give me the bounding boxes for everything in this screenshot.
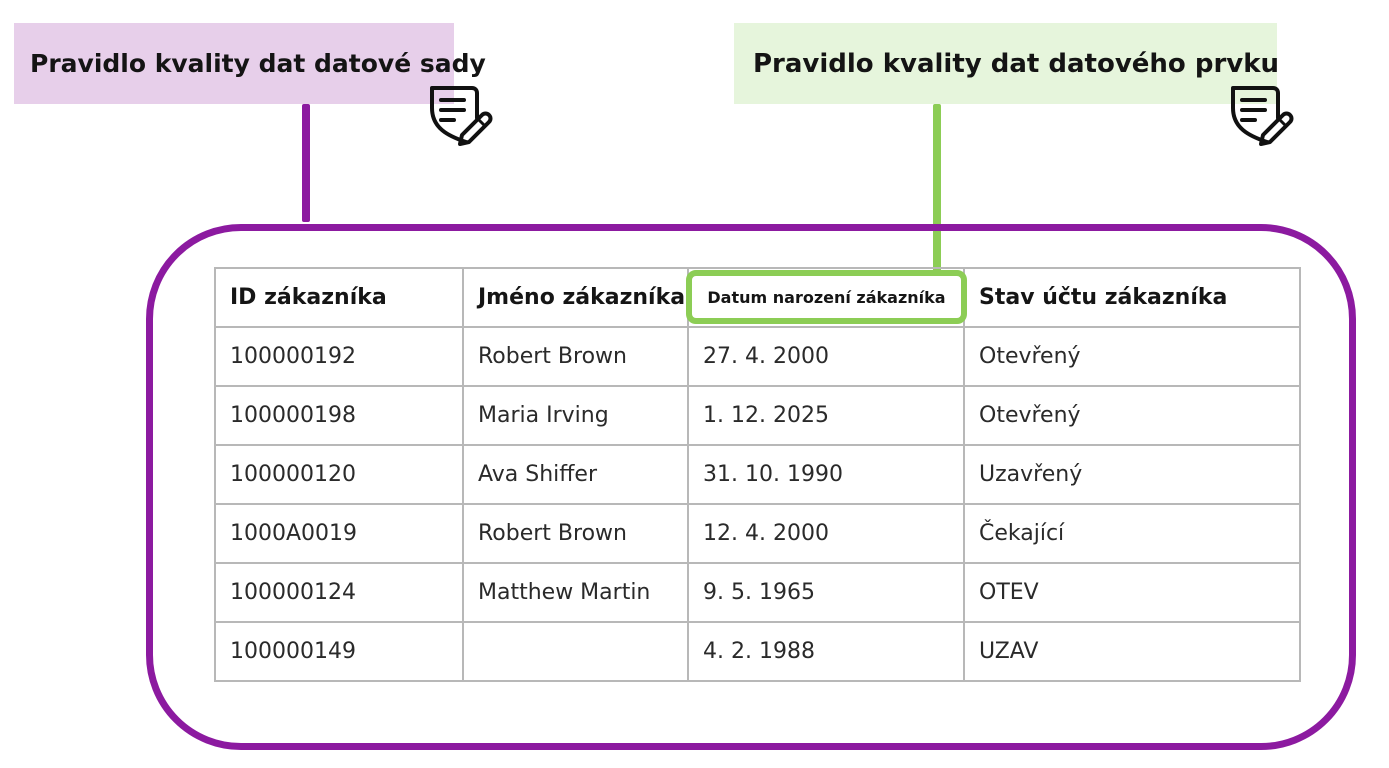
- cell-birth-date: 31. 10. 1990: [687, 444, 965, 505]
- cell-customer-id: 100000198: [214, 385, 464, 446]
- cell-birth-date: 9. 5. 1965: [687, 562, 965, 623]
- cell-customer-id: 1000A0019: [214, 503, 464, 564]
- cell-customer-id: 100000124: [214, 562, 464, 623]
- dataset-rule-connector: [302, 104, 310, 222]
- header-birth-date-text: Datum narození zákazníka: [707, 287, 946, 307]
- cell-customer-id: 100000120: [214, 444, 464, 505]
- cell-account-status: Čekající: [963, 503, 1301, 564]
- customer-table: ID zákazníka Jméno zákazníka Datum naroz…: [214, 267, 1301, 682]
- dataset-rule-label-text: Pravidlo kvality dat datové sady: [30, 49, 486, 78]
- table-row: 100000149 4. 2. 1988 UZAV: [214, 621, 1301, 682]
- cell-customer-name: [462, 621, 689, 682]
- header-customer-id: ID zákazníka: [214, 267, 464, 328]
- cell-birth-date: 4. 2. 1988: [687, 621, 965, 682]
- cell-customer-id: 100000192: [214, 326, 464, 387]
- cell-account-status: Otevřený: [963, 385, 1301, 446]
- document-edit-shield-icon: [1231, 86, 1294, 146]
- cell-customer-name: Robert Brown: [462, 503, 689, 564]
- table-header-row: ID zákazníka Jméno zákazníka Datum naroz…: [214, 267, 1301, 328]
- document-edit-shield-icon: [430, 86, 493, 146]
- table-row: 100000120 Ava Shiffer 31. 10. 1990 Uzavř…: [214, 444, 1301, 505]
- header-birth-date: Datum narození zákazníka: [686, 267, 967, 328]
- table-row: 100000124 Matthew Martin 9. 5. 1965 OTEV: [214, 562, 1301, 623]
- highlighted-data-element: Datum narození zákazníka: [686, 270, 967, 324]
- cell-account-status: Otevřený: [963, 326, 1301, 387]
- header-account-status: Stav účtu zákazníka: [963, 267, 1301, 328]
- cell-birth-date: 12. 4. 2000: [687, 503, 965, 564]
- table-row: 1000A0019 Robert Brown 12. 4. 2000 Čekaj…: [214, 503, 1301, 564]
- element-rule-connector: [933, 104, 941, 272]
- dataset-rule-label: Pravidlo kvality dat datové sady: [14, 23, 486, 104]
- table-row: 100000198 Maria Irving 1. 12. 2025 Otevř…: [214, 385, 1301, 446]
- cell-birth-date: 27. 4. 2000: [687, 326, 965, 387]
- cell-birth-date: 1. 12. 2025: [687, 385, 965, 446]
- cell-customer-name: Maria Irving: [462, 385, 689, 446]
- cell-customer-name: Ava Shiffer: [462, 444, 689, 505]
- cell-account-status: UZAV: [963, 621, 1301, 682]
- cell-customer-id: 100000149: [214, 621, 464, 682]
- dataset-boundary: [146, 224, 1356, 750]
- header-customer-name: Jméno zákazníka: [462, 267, 689, 328]
- cell-customer-name: Matthew Martin: [462, 562, 689, 623]
- element-rule-label: Pravidlo kvality dat datového prvku: [734, 23, 1280, 104]
- cell-customer-name: Robert Brown: [462, 326, 689, 387]
- cell-account-status: OTEV: [963, 562, 1301, 623]
- table-row: 100000192 Robert Brown 27. 4. 2000 Otevř…: [214, 326, 1301, 387]
- cell-account-status: Uzavřený: [963, 444, 1301, 505]
- element-rule-label-text: Pravidlo kvality dat datového prvku: [753, 48, 1280, 79]
